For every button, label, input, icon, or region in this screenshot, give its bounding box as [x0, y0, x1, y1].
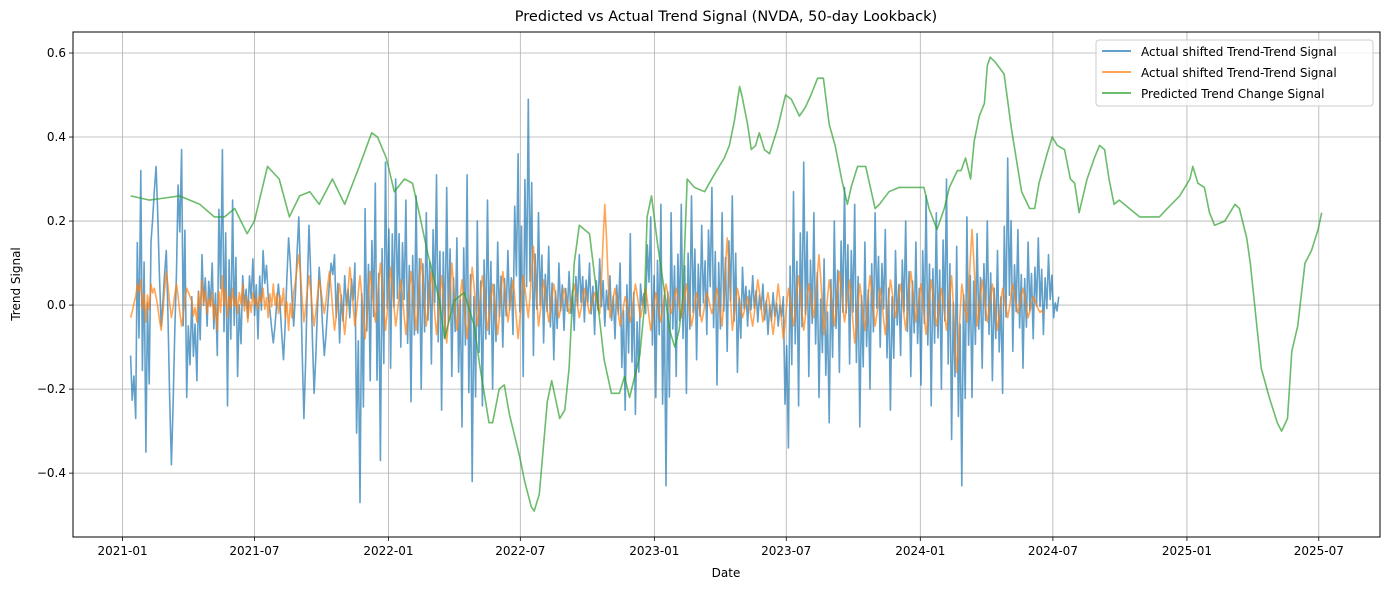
y-tick-label: 0.4: [47, 130, 66, 144]
x-axis-label: Date: [712, 566, 741, 580]
x-tick-label: 2021-01: [97, 544, 147, 558]
legend-label-actual-2: Actual shifted Trend-Trend Signal: [1141, 66, 1337, 80]
x-tick-label: 2023-01: [629, 544, 679, 558]
legend-box: [1095, 39, 1374, 107]
x-tick-label: 2024-01: [895, 544, 945, 558]
legend-label-actual-1: Actual shifted Trend-Trend Signal: [1141, 45, 1337, 59]
y-tick-label: 0.0: [47, 298, 66, 312]
y-tick-label: 0.6: [47, 46, 66, 60]
series-actual-2-line: [129, 203, 1045, 374]
x-tick-label: 2022-07: [495, 544, 545, 558]
x-tick-label: 2025-01: [1162, 544, 1212, 558]
legend-label-predicted: Predicted Trend Change Signal: [1141, 87, 1324, 101]
series-predicted-line: [130, 56, 1323, 512]
y-tick-label: −0.4: [37, 466, 66, 480]
y-tick-label: 0.2: [47, 214, 66, 228]
legend: Actual shifted Trend-Trend Signal Actual…: [1095, 39, 1374, 107]
chart-title: Predicted vs Actual Trend Signal (NVDA, …: [515, 9, 937, 25]
y-axis: −0.4 −0.2 0.0 0.2 0.4 0.6: [37, 46, 73, 480]
x-tick-label: 2025-07: [1294, 544, 1344, 558]
y-axis-label: Trend Signal: [9, 247, 23, 322]
x-tick-label: 2024-07: [1028, 544, 1078, 558]
x-tick-label: 2022-01: [363, 544, 413, 558]
x-tick-label: 2021-07: [229, 544, 279, 558]
plot-area: [129, 56, 1323, 512]
x-axis: 2021-01 2021-07 2022-01 2022-07 2023-01 2023-…: [97, 537, 1344, 558]
y-tick-label: −0.2: [37, 382, 66, 396]
x-tick-label: 2023-07: [761, 544, 811, 558]
series-layer: [129, 56, 1323, 512]
plot-frame: [72, 31, 1381, 538]
grid: [73, 32, 1380, 537]
